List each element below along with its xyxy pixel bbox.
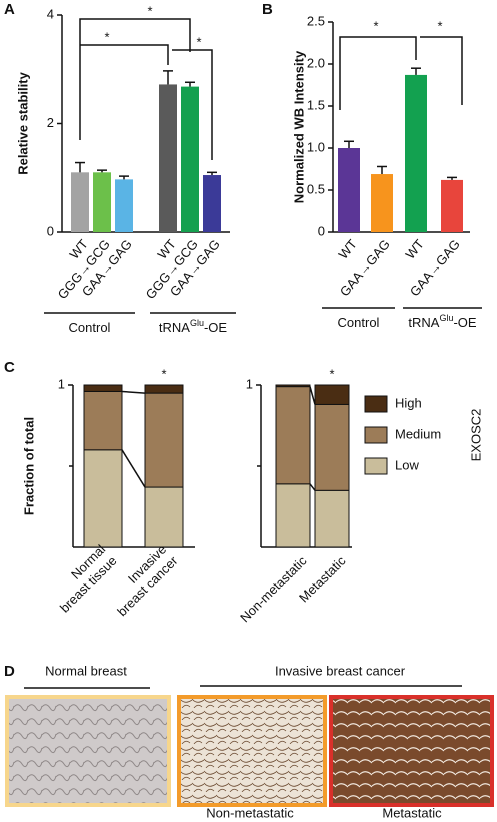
bar <box>71 172 89 232</box>
bar <box>338 148 360 232</box>
y-tick-label: 0 <box>318 223 325 238</box>
bar-segment <box>314 403 350 491</box>
bar-segment <box>275 384 311 388</box>
significance-bracket <box>172 49 213 160</box>
y-axis-label: Fraction of total <box>21 417 36 515</box>
x-tick-label-group: Non-metastatic <box>237 553 310 626</box>
y-tick-label: 2.0 <box>307 55 325 70</box>
y-tick-label: 0 <box>47 223 54 238</box>
connector <box>121 449 146 488</box>
x-tick-label: WT <box>335 236 360 261</box>
significance-star: * <box>161 366 166 381</box>
bar <box>405 74 427 232</box>
y-axis-label: Relative stability <box>15 71 30 174</box>
bar-segment <box>144 392 184 488</box>
tissue-image <box>177 695 327 807</box>
group-label-part: -OE <box>453 315 476 330</box>
significance-star: * <box>373 18 378 33</box>
legend-label: Low <box>395 457 419 472</box>
connector <box>121 390 146 394</box>
bar <box>441 179 463 232</box>
group-label: Control <box>69 320 111 335</box>
legend-label: Medium <box>395 426 441 441</box>
legend-swatch <box>364 426 388 444</box>
panel-letter: C <box>4 359 15 376</box>
x-tick-label: WT <box>402 236 427 261</box>
y-axis-label: Normalized WB Intensity <box>291 50 306 203</box>
tissue-image <box>5 695 171 807</box>
bar <box>203 175 221 232</box>
legend-title: EXOSC2 <box>468 409 483 462</box>
panel-letter: A <box>4 1 15 18</box>
panel-letter: B <box>262 1 273 18</box>
group-label: tRNAGlu-OE <box>408 313 477 330</box>
significance-bracket <box>80 44 169 65</box>
bar-segment <box>83 384 123 392</box>
bar-segment <box>83 449 123 548</box>
group-label-part: Glu <box>190 318 204 328</box>
legend-swatch <box>364 395 388 413</box>
image-label: Metastatic <box>382 805 442 820</box>
bar <box>93 172 111 232</box>
significance-bracket <box>79 18 191 140</box>
legend-label: High <box>395 395 422 410</box>
significance-star: * <box>104 29 109 44</box>
bar <box>159 84 177 232</box>
bar-segment <box>314 489 350 548</box>
group-label: Invasive breast cancer <box>275 663 406 678</box>
x-tick-label: Non-metastatic <box>237 553 310 626</box>
bar <box>371 174 393 232</box>
bar-segment <box>275 483 311 548</box>
tissue-image <box>329 695 494 807</box>
group-label-part: tRNA <box>408 315 439 330</box>
y-tick-label: 4 <box>47 6 54 21</box>
y-tick-label: 1.0 <box>307 139 325 154</box>
bar <box>115 179 133 232</box>
group-label: tRNAGlu-OE <box>159 318 228 335</box>
bar-segment <box>144 486 184 548</box>
group-label-part: Glu <box>439 313 453 323</box>
significance-star: * <box>196 34 201 49</box>
group-label: Normal breast <box>45 663 127 678</box>
y-tick-label: 1 <box>246 376 253 391</box>
connector <box>309 483 316 491</box>
bar <box>181 86 199 232</box>
group-label-part: -OE <box>204 320 227 335</box>
y-tick-label: 1.5 <box>307 97 325 112</box>
y-tick-label: 2 <box>47 115 54 130</box>
bar-segment <box>314 384 350 405</box>
panel-letter: D <box>4 663 15 680</box>
group-label-part: tRNA <box>159 320 190 335</box>
significance-star: * <box>437 18 442 33</box>
group-label-part: Control <box>69 320 111 335</box>
legend-swatch <box>364 457 388 475</box>
image-label: Non-metastatic <box>206 805 294 820</box>
significance-star: * <box>147 3 152 18</box>
y-tick-label: 0.5 <box>307 181 325 196</box>
bar-segment <box>83 390 123 451</box>
bar-segment <box>275 386 311 485</box>
y-tick-label: 1 <box>58 376 65 391</box>
group-label: Control <box>338 315 380 330</box>
significance-bracket <box>420 36 463 105</box>
significance-star: * <box>329 366 334 381</box>
connector <box>309 386 316 405</box>
significance-bracket <box>339 36 417 110</box>
y-tick-label: 2.5 <box>307 13 325 28</box>
group-label-part: Control <box>338 315 380 330</box>
bar-segment <box>144 384 184 394</box>
